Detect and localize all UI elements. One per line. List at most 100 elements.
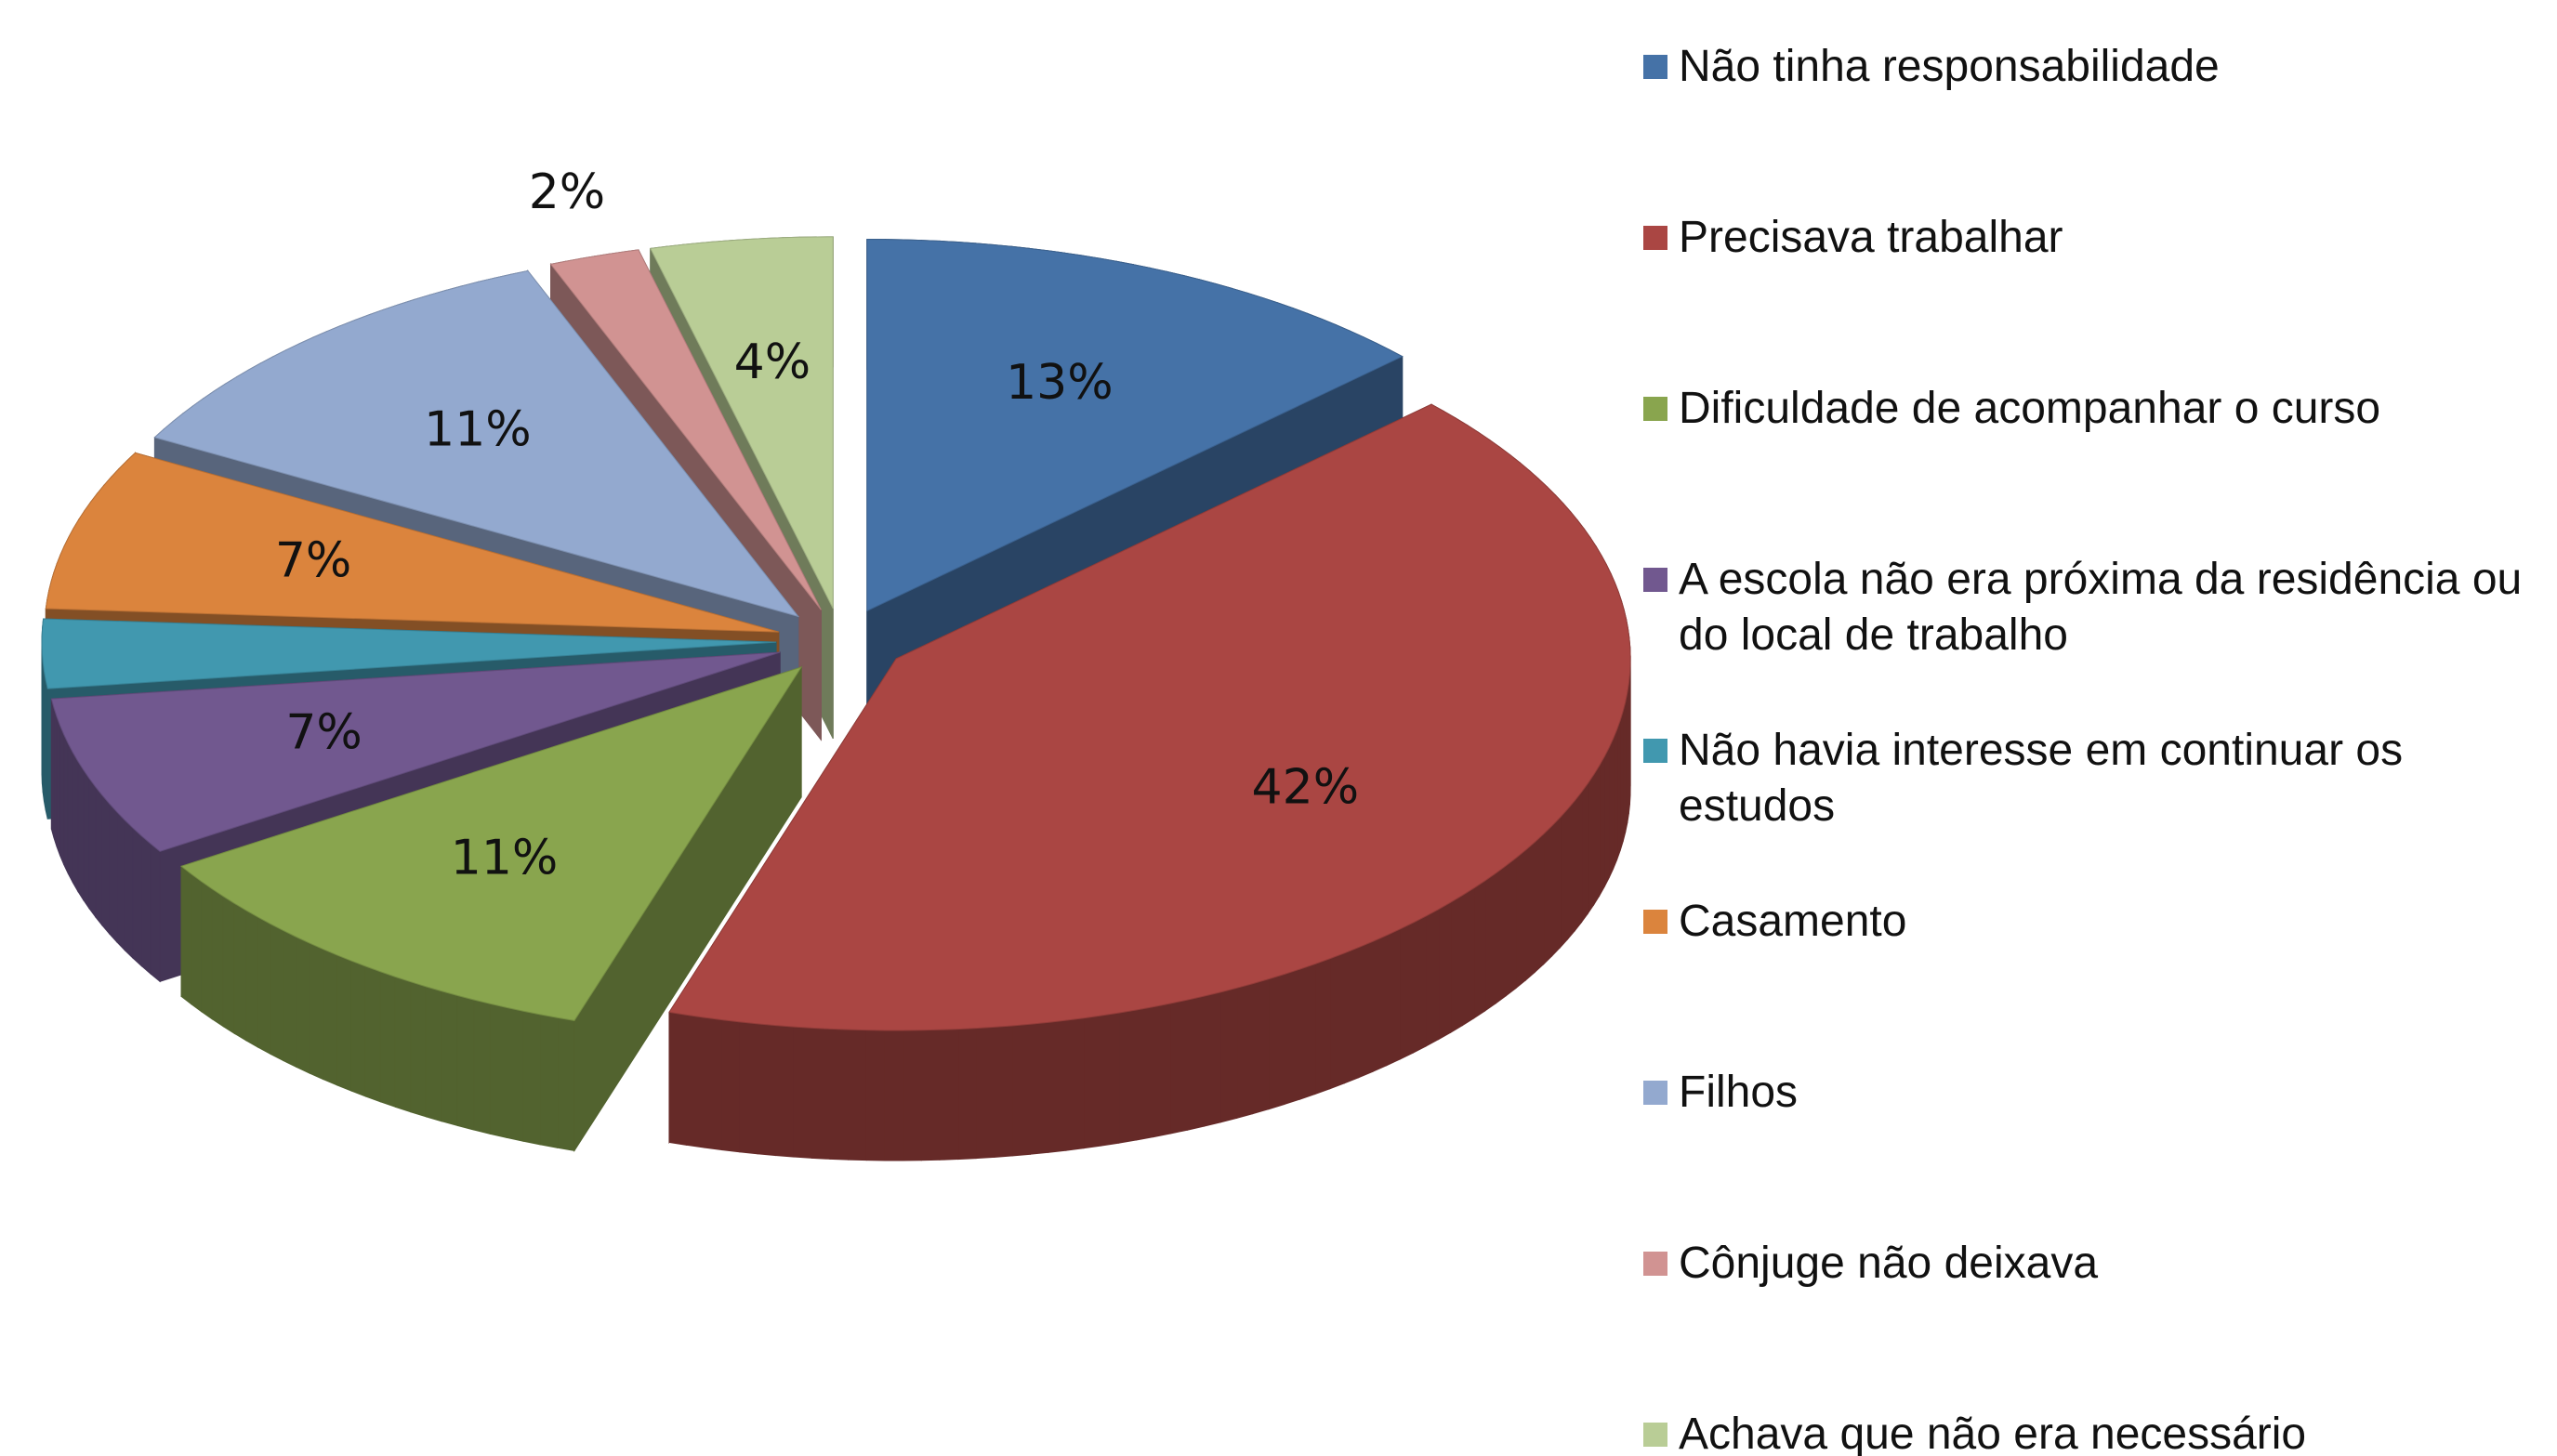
slice-side [721,1019,741,1153]
slice-side [150,842,161,983]
data-label: 11% [424,401,532,457]
chart: 4%2%13%11%7%3%7%42%11% [41,164,1631,1161]
slice-side [1329,952,1345,1090]
slice-side [233,902,247,1042]
slice-side [522,1010,541,1146]
slice-side [1153,1003,1171,1138]
legend-label: A escola não era próxima da residência o… [1679,555,2523,660]
legend-item: Não tinha responsabilidade [1643,39,2543,95]
slice-side [1599,754,1605,898]
slice-side [1484,872,1496,1012]
slice-top [45,452,779,633]
legend-item: Casamento [1643,894,2543,950]
data-label: 7% [275,532,352,588]
slice-side [1268,973,1285,1110]
slice-side [539,1014,559,1148]
slice-side [775,1025,795,1158]
slice-top [649,236,834,610]
slice-side [1581,781,1588,924]
legend-swatch [1643,910,1667,934]
slice-side [1616,720,1621,860]
data-label: 13% [1006,355,1114,411]
slice-side [865,1030,886,1161]
slice-side [1186,995,1205,1131]
slice-side [1252,977,1270,1115]
slice-side [920,1029,941,1161]
legend-item: Dificuldade de acompanhar o curso [1643,381,2543,437]
slice-top [41,618,777,689]
slice-side [1560,807,1569,950]
slice-side [489,1003,507,1139]
slice-side [1083,1015,1102,1149]
slice-side [1219,987,1238,1123]
slice-side [116,810,125,951]
slice-side [441,990,458,1127]
slice-side [811,1027,831,1160]
slice-side [1298,963,1316,1100]
data-label: 7% [285,704,362,760]
slice-side [95,785,103,927]
slice-side [757,1023,777,1157]
slice-side [101,794,110,936]
slice-side [309,942,324,1081]
slice-side [1524,841,1536,981]
slice-side [456,994,475,1131]
legend-swatch [1643,397,1667,421]
legend-item: Precisava trabalhar [1643,210,2543,266]
slice-side [686,1014,705,1148]
slice-side [1551,816,1562,957]
slice-side [1495,864,1507,1004]
legend-label: Precisava trabalhar [1679,213,2063,262]
slice-side [211,887,224,1028]
legend-label: Não havia interesse em continuar os estu… [1679,726,2404,831]
slice-side [704,1017,723,1151]
slice-side [336,954,352,1092]
legend-swatch [1643,1252,1667,1276]
slice-side [83,767,90,911]
slice-side [1543,824,1553,965]
slice-side [1603,747,1610,887]
slice-side [222,895,235,1035]
slice-side [1515,848,1526,990]
data-label: 2% [529,164,606,220]
slice-side [77,759,85,901]
slice-side [1567,799,1575,941]
slice-side [72,750,79,893]
slice-side [1534,833,1545,974]
slice-side [323,948,338,1086]
slice-side [1284,968,1300,1106]
legend-swatch [1643,568,1667,592]
slice-side [994,1025,1013,1158]
slice-top [668,403,1631,1031]
slice-side [793,1026,812,1159]
slice-side [1203,991,1221,1127]
slice-side [848,1029,867,1161]
legend-label: Dificuldade de acompanhar o curso [1679,384,2381,433]
slice-side [45,679,48,820]
slice-side [957,1028,977,1161]
slice-side [124,819,134,960]
slice-side [257,916,271,1056]
slice-side [1065,1017,1085,1151]
slice-side [1608,738,1615,878]
slice-side [1412,915,1427,1054]
slice-top [180,666,803,1021]
slice-side [1358,940,1374,1079]
slice-side [939,1029,959,1161]
slice-side [739,1021,758,1155]
slice-side [394,976,412,1113]
legend-swatch [1643,226,1667,250]
slice-side [1399,922,1414,1060]
slice-side [975,1026,995,1160]
legend-label: Filhos [1679,1068,1799,1117]
slice [668,403,1631,1161]
slice-side [350,960,366,1097]
slice-top [549,249,822,610]
slice-side [59,725,65,865]
legend-swatch [1643,1081,1667,1105]
slice-top [50,651,781,852]
slice-side [1386,928,1401,1067]
slice-side [1314,958,1331,1095]
slice-side [1425,908,1440,1047]
